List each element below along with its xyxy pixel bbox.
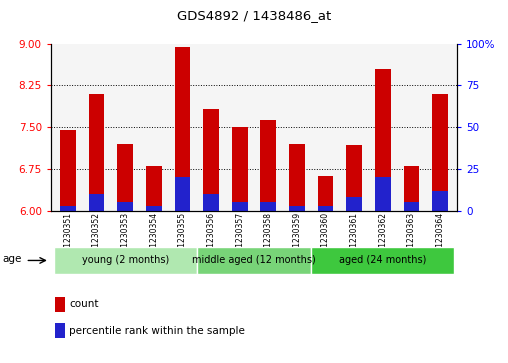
Bar [54,247,197,274]
Text: age: age [3,254,22,264]
Bar [375,69,391,211]
Text: young (2 months): young (2 months) [82,256,169,265]
Bar [346,145,362,211]
Bar [146,205,162,211]
Bar [289,144,305,211]
Bar [261,121,276,211]
Bar [318,205,333,211]
Bar [89,194,105,211]
Bar [117,202,133,211]
Bar [197,247,311,274]
Bar [432,94,448,211]
Bar [55,297,65,311]
Bar [289,205,305,211]
Bar [60,205,76,211]
Text: count: count [69,299,99,309]
Bar [175,48,190,211]
Bar [146,166,162,211]
Bar [117,144,133,211]
Bar [403,166,419,211]
Bar [203,194,219,211]
Text: middle aged (12 months): middle aged (12 months) [192,256,316,265]
Text: percentile rank within the sample: percentile rank within the sample [69,326,245,335]
Bar [318,176,333,211]
Bar [432,191,448,211]
Text: aged (24 months): aged (24 months) [339,256,427,265]
Bar [346,197,362,211]
Bar [89,94,105,211]
Bar [232,127,247,211]
Bar [232,202,247,211]
Text: GDS4892 / 1438486_at: GDS4892 / 1438486_at [177,9,331,22]
Bar [261,202,276,211]
Bar [55,323,65,338]
Bar [403,202,419,211]
Bar [175,177,190,211]
Bar [60,130,76,211]
Bar [375,177,391,211]
Bar [203,109,219,211]
Bar [311,247,454,274]
